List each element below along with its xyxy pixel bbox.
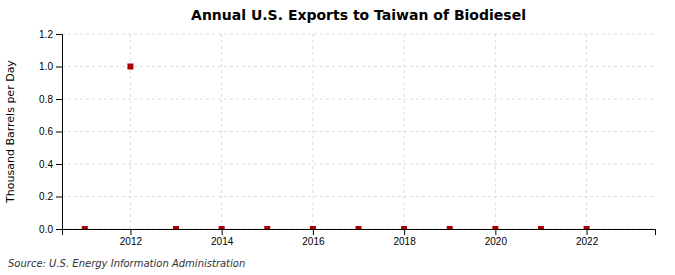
y-axis-tick-mark [56,67,62,68]
y-axis-tick: 0.2 [39,191,62,202]
x-axis-tick: 2014 [211,229,234,247]
y-axis-tick-mark [56,99,62,100]
y-axis-tick-label: 1.2 [39,29,53,40]
x-axis-tick-label: 2012 [120,236,143,247]
grid-line-x [221,34,222,229]
y-axis-tick-mark [56,197,62,198]
x-axis-domain [63,230,656,236]
y-axis-tick-mark [56,34,62,35]
y-axis-tick-label: 0.2 [39,191,53,202]
point [401,226,407,229]
y-axis-tick-mark [56,132,62,133]
point [447,226,453,229]
grid-line-x [130,34,131,229]
point [310,226,316,229]
x-axis-tick: 2022 [576,229,599,247]
point [219,226,225,229]
plot-area: 2012 2014 2016 2018 2020 2022 0.0 0.2 0.4 0.6 0.8 1… [39,29,655,247]
grid-line-y [62,196,655,197]
y-axis-title: Thousand Barrels per Day [4,60,17,204]
y-axis-tick-mark [56,164,62,165]
y-axis-tick: 0.6 [39,126,62,137]
x-axis-tick-mark [404,229,405,235]
x-axis-tick-label: 2016 [302,236,325,247]
marks [82,64,590,230]
point [127,64,133,70]
point [173,226,179,229]
y-axis-tick-label: 0.4 [39,159,53,170]
y-axis-tick-label: 0.0 [39,224,53,235]
y-axis-domain [56,35,63,230]
x-axis-tick-label: 2014 [211,236,234,247]
x-axis-tick-label: 2022 [576,236,599,247]
grid-line-x [404,34,405,229]
grid-line-y [62,164,655,165]
x-axis-tick: 2018 [393,229,416,247]
y-axis: 0.0 0.2 0.4 0.6 0.8 1.0 1.2 [39,29,62,235]
x-axis-tick-mark [130,229,131,235]
annotation: Source: U.S. Energy Information Administ… [8,258,245,269]
y-axis-tick-label: 0.8 [39,94,53,105]
x-axis-tick: 2012 [120,229,143,247]
y-axis-tick-label: 0.6 [39,126,53,137]
y-axis-tick-label: 1.0 [39,61,53,72]
y-axis-tick: 0.8 [39,94,62,105]
y-axis-tick: 1.0 [39,61,62,72]
point [264,226,270,229]
grid-line-y [62,66,655,67]
grid-line-x [495,34,496,229]
grid-line-y [62,99,655,100]
x-axis: 2012 2014 2016 2018 2020 2022 [63,229,656,247]
point [356,226,362,229]
point [538,226,544,229]
grid-line-y [62,34,655,35]
point [82,226,88,229]
y-axis-tick-mark [56,229,62,230]
x-axis-tick: 2016 [302,229,325,247]
x-axis-tick-mark [495,229,496,235]
grid [62,34,655,229]
x-axis-tick-mark [313,229,314,235]
x-axis-tick-label: 2020 [485,236,508,247]
x-axis-tick-mark [222,229,223,235]
point [492,226,498,229]
title: Annual U.S. Exports to Taiwan of Biodies… [191,7,526,23]
y-axis-tick: 1.2 [39,29,62,40]
x-axis-tick-mark [587,229,588,235]
point [584,226,590,229]
grid-line-y [62,131,655,132]
y-axis-tick: 0.4 [39,159,62,170]
grid-line-x [312,34,313,229]
x-axis-tick-label: 2018 [393,236,416,247]
y-axis-tick: 0.0 [39,224,62,235]
chart: 2012 2014 2016 2018 2020 2022 0.0 0.2 0.4 0.6 0.8 1… [0,0,675,275]
x-axis-tick: 2020 [485,229,508,247]
grid-line-x [586,34,587,229]
